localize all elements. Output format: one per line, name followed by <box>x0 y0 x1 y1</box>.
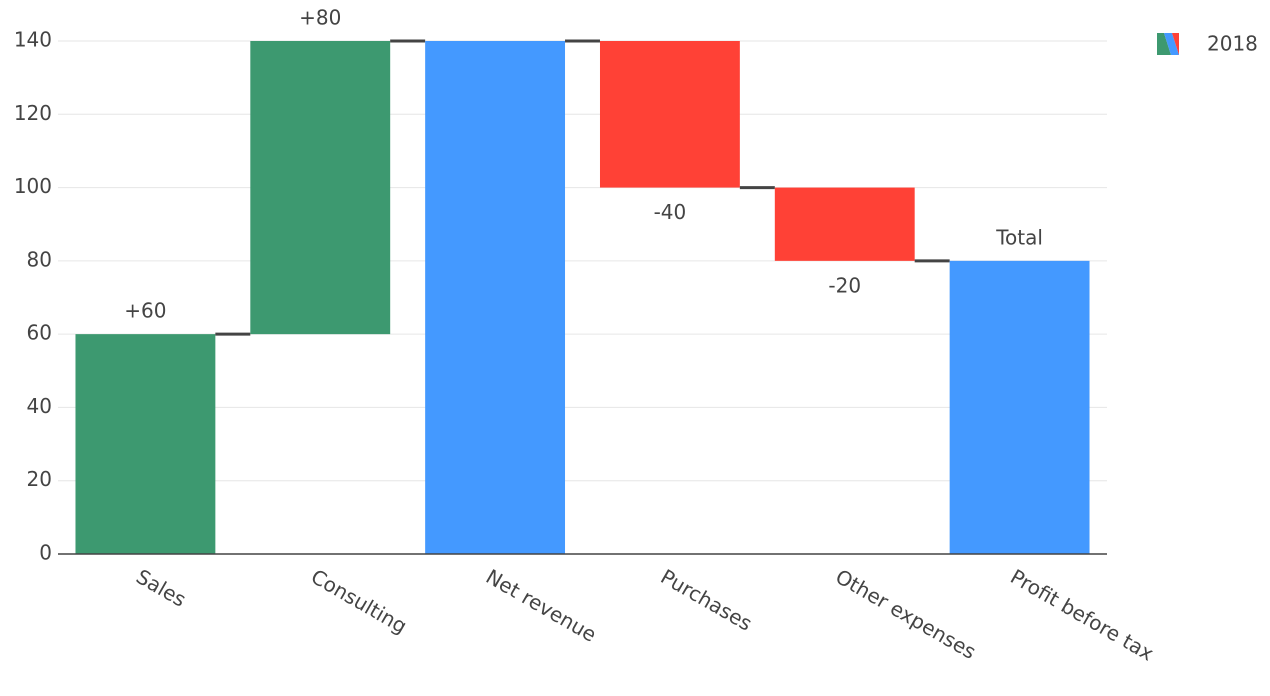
x-tick-label: Other expenses <box>832 564 981 664</box>
y-tick-label: 100 <box>14 174 52 198</box>
x-tick-label: Sales <box>132 564 190 611</box>
bar <box>425 41 566 554</box>
legend-icon <box>1164 33 1179 55</box>
data-label: +80 <box>299 6 341 30</box>
bar <box>250 41 391 335</box>
bar <box>949 260 1090 554</box>
x-tick-label: Net revenue <box>482 564 601 646</box>
bar <box>774 187 915 261</box>
x-tick-label: Purchases <box>657 564 757 635</box>
y-tick-label: 140 <box>14 28 52 52</box>
bar <box>599 41 740 188</box>
x-tick-label: Profit before tax <box>1006 564 1158 665</box>
data-label: +60 <box>124 299 166 323</box>
data-label: Total <box>995 225 1043 249</box>
y-tick-label: 20 <box>27 467 52 491</box>
y-tick-label: 0 <box>39 541 52 565</box>
legend-icon <box>1172 33 1179 55</box>
y-tick-label: 80 <box>27 247 52 271</box>
x-tick-label: Consulting <box>307 564 411 638</box>
data-label: -40 <box>654 200 687 224</box>
legend-icon <box>1157 33 1171 55</box>
y-tick-label: 40 <box>27 394 52 418</box>
bar <box>75 334 216 554</box>
data-label: -20 <box>828 273 861 297</box>
legend-label: 2018 <box>1207 32 1258 56</box>
y-tick-label: 60 <box>27 321 52 345</box>
y-tick-label: 120 <box>14 101 52 125</box>
